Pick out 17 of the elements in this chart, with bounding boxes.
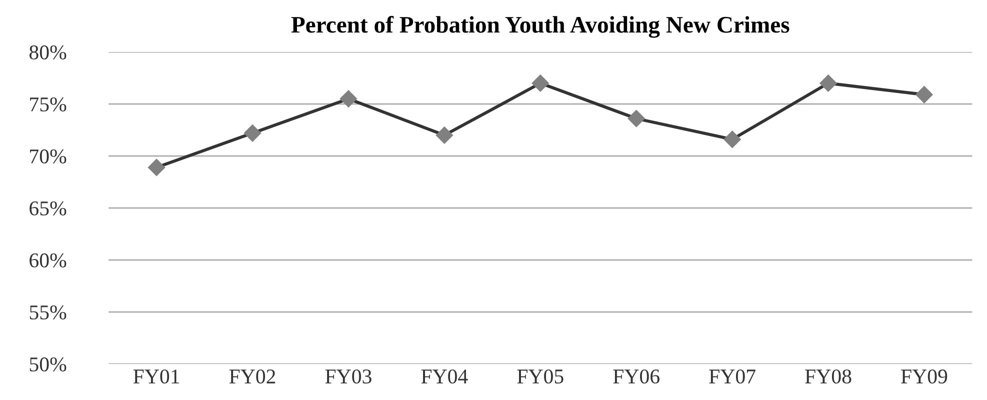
x-tick-label: FY08 — [805, 369, 852, 384]
y-tick-label: 80% — [30, 45, 66, 60]
x-tick-label: FY01 — [133, 369, 180, 384]
y-tick-label: 50% — [30, 357, 66, 372]
x-tick-label: FY09 — [901, 369, 948, 384]
y-tick-label: 70% — [30, 149, 66, 164]
y-tick-label: 60% — [30, 253, 66, 268]
y-tick-label: 55% — [30, 305, 66, 320]
x-tick-label: FY03 — [325, 369, 372, 384]
x-tick-label: FY07 — [709, 369, 756, 384]
x-tick-label: FY06 — [613, 369, 660, 384]
x-tick-label: FY02 — [229, 369, 276, 384]
y-tick-label: 65% — [30, 201, 66, 216]
x-tick-label: FY04 — [421, 369, 468, 384]
y-tick-label: 75% — [30, 97, 66, 112]
chart-title: Percent of Probation Youth Avoiding New Crimes — [291, 16, 790, 38]
x-tick-label: FY05 — [517, 369, 564, 384]
